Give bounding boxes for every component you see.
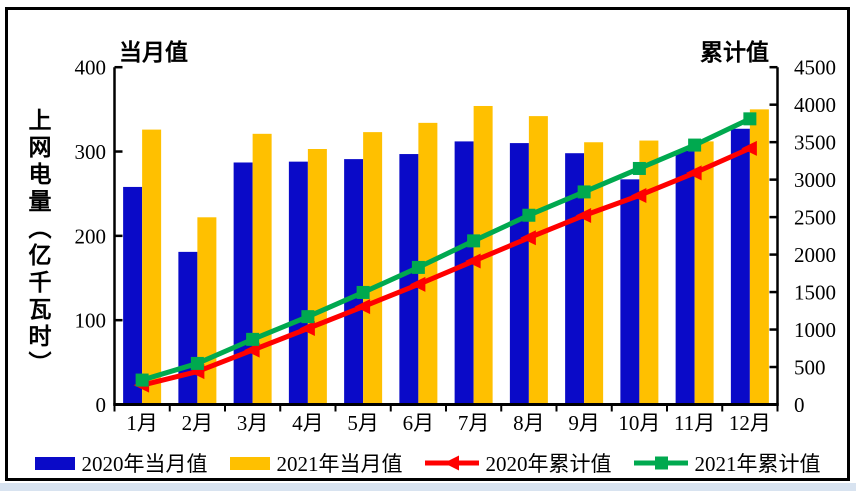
right-tick-label: 500 — [794, 356, 826, 380]
bar-2021年当月值-12月 — [749, 109, 769, 405]
legend-item-2021年累计值: 2021年累计值 — [633, 448, 821, 478]
right-tick-label: 2000 — [794, 243, 836, 267]
marker-square-2021年累计值-2月 — [190, 356, 204, 370]
bar-2021年当月值-9月 — [584, 142, 604, 405]
bar-2020年当月值-6月 — [399, 154, 419, 405]
legend-item-2020年当月值: 2020年当月值 — [34, 448, 208, 478]
bar-2021年当月值-5月 — [363, 132, 383, 405]
right-tick-label: 3500 — [794, 131, 836, 155]
right-tick-label: 4000 — [794, 93, 836, 117]
marker-triangle-2020年累计值-7月 — [465, 253, 481, 269]
right-tick-label: 4500 — [794, 56, 836, 80]
y-axis-label: 上网电量（亿千瓦时） — [25, 108, 50, 378]
legend-marker-square — [654, 456, 668, 470]
legend-bar-swatch — [34, 456, 75, 470]
left-tick-label: 400 — [75, 56, 107, 80]
x-category-label: 1月 — [126, 411, 158, 435]
legend-label: 2020年当月值 — [81, 452, 208, 476]
bar-2021年当月值-1月 — [142, 129, 162, 405]
marker-triangle-2020年累计值-12月 — [741, 140, 757, 156]
legend: 2020年当月值 2021年当月值 2020年累计值 2021年累计值 — [8, 450, 847, 476]
lines-group — [133, 112, 757, 393]
bar-2020年当月值-5月 — [344, 159, 364, 405]
left-tick-label: 0 — [96, 393, 107, 417]
left-axis-title: 当月值 — [119, 39, 188, 65]
right-tick-label: 2500 — [794, 206, 836, 230]
marker-triangle-2020年累计值-5月 — [354, 299, 371, 315]
right-tick-label: 1000 — [794, 318, 836, 342]
legend-item-2021年当月值: 2021年当月值 — [229, 448, 403, 478]
bar-2020年当月值-3月 — [233, 162, 253, 405]
x-category-label: 6月 — [403, 411, 435, 435]
bar-2020年当月值-12月 — [730, 128, 750, 405]
chart-panel: 当月值 累计值 0 100 200 300 400 0 500 1000 1500 2000 250… — [5, 7, 850, 481]
marker-triangle-2020年累计值-9月 — [575, 207, 592, 223]
marker-square-2021年累计值-12月 — [743, 112, 757, 126]
x-category-label: 8月 — [513, 411, 545, 435]
legend-marker-triangle — [443, 455, 459, 471]
left-tick-label: 200 — [75, 224, 107, 248]
legend-label: 2021年当月值 — [276, 452, 403, 476]
bar-2020年当月值-10月 — [620, 179, 640, 405]
left-tick-label: 300 — [75, 140, 107, 164]
legend-label: 2021年累计值 — [694, 452, 821, 476]
right-tick-label: 3000 — [794, 168, 836, 192]
x-category-label: 7月 — [458, 411, 490, 435]
bar-2020年当月值-7月 — [454, 141, 474, 405]
marker-triangle-2020年累计值-3月 — [244, 342, 260, 358]
combo-chart: 当月值 累计值 01002003004000500100015002000250… — [75, 39, 837, 435]
bar-2020年当月值-4月 — [288, 161, 308, 405]
bar-2021年当月值-4月 — [307, 148, 327, 405]
marker-square-2021年累计值-1月 — [135, 373, 149, 387]
bar-2020年当月值-2月 — [178, 251, 198, 405]
marker-square-2021年累计值-6月 — [411, 260, 425, 274]
marker-square-2021年累计值-4月 — [301, 310, 315, 324]
x-category-label: 11月 — [674, 411, 715, 435]
marker-triangle-2020年累计值-10月 — [630, 187, 647, 203]
right-axis-title: 累计值 — [700, 39, 769, 65]
bar-2021年当月值-10月 — [639, 140, 659, 405]
bar-2020年当月值-11月 — [675, 150, 695, 405]
right-tick-label: 1500 — [794, 281, 836, 305]
legend-item-2020年累计值: 2020年累计值 — [424, 448, 612, 478]
x-category-label: 9月 — [568, 411, 600, 435]
axes-group — [113, 65, 779, 412]
marker-square-2021年累计值-8月 — [522, 208, 536, 222]
axis-labels-group: 0100200300400050010001500200025003000350… — [75, 56, 837, 435]
x-category-label: 2月 — [182, 411, 214, 435]
marker-triangle-2020年累计值-11月 — [686, 165, 702, 181]
bar-2021年当月值-3月 — [252, 133, 272, 405]
legend-bar-swatch — [229, 456, 270, 470]
marker-square-2021年累计值-3月 — [246, 332, 260, 346]
bar-2020年当月值-1月 — [123, 186, 143, 405]
marker-triangle-2020年累计值-6月 — [409, 276, 426, 292]
legend-line-swatch — [633, 456, 688, 470]
x-category-label: 12月 — [729, 411, 771, 435]
marker-square-2021年累计值-10月 — [632, 161, 646, 175]
bar-2020年当月值-8月 — [509, 143, 529, 405]
marker-square-2021年累计值-9月 — [577, 185, 591, 199]
x-category-label: 3月 — [237, 411, 269, 435]
marker-square-2021年累计值-11月 — [688, 138, 702, 152]
x-category-label: 5月 — [347, 411, 379, 435]
bar-2021年当月值-11月 — [694, 141, 714, 405]
legend-line-swatch — [424, 455, 479, 471]
marker-triangle-2020年累计值-8月 — [520, 230, 536, 246]
legend-label: 2020年累计值 — [485, 452, 612, 476]
right-tick-label: 0 — [794, 393, 805, 417]
left-tick-label: 100 — [75, 309, 107, 333]
x-category-label: 10月 — [618, 411, 660, 435]
marker-square-2021年累计值-5月 — [356, 285, 370, 299]
bar-2021年当月值-8月 — [528, 116, 548, 405]
line-2020年累计值 — [139, 145, 753, 388]
x-category-label: 4月 — [292, 411, 324, 435]
bottom-strip — [0, 483, 856, 491]
marker-square-2021年累计值-7月 — [467, 234, 481, 248]
marker-triangle-2020年累计值-4月 — [299, 320, 315, 336]
line-2021年累计值 — [139, 116, 753, 383]
